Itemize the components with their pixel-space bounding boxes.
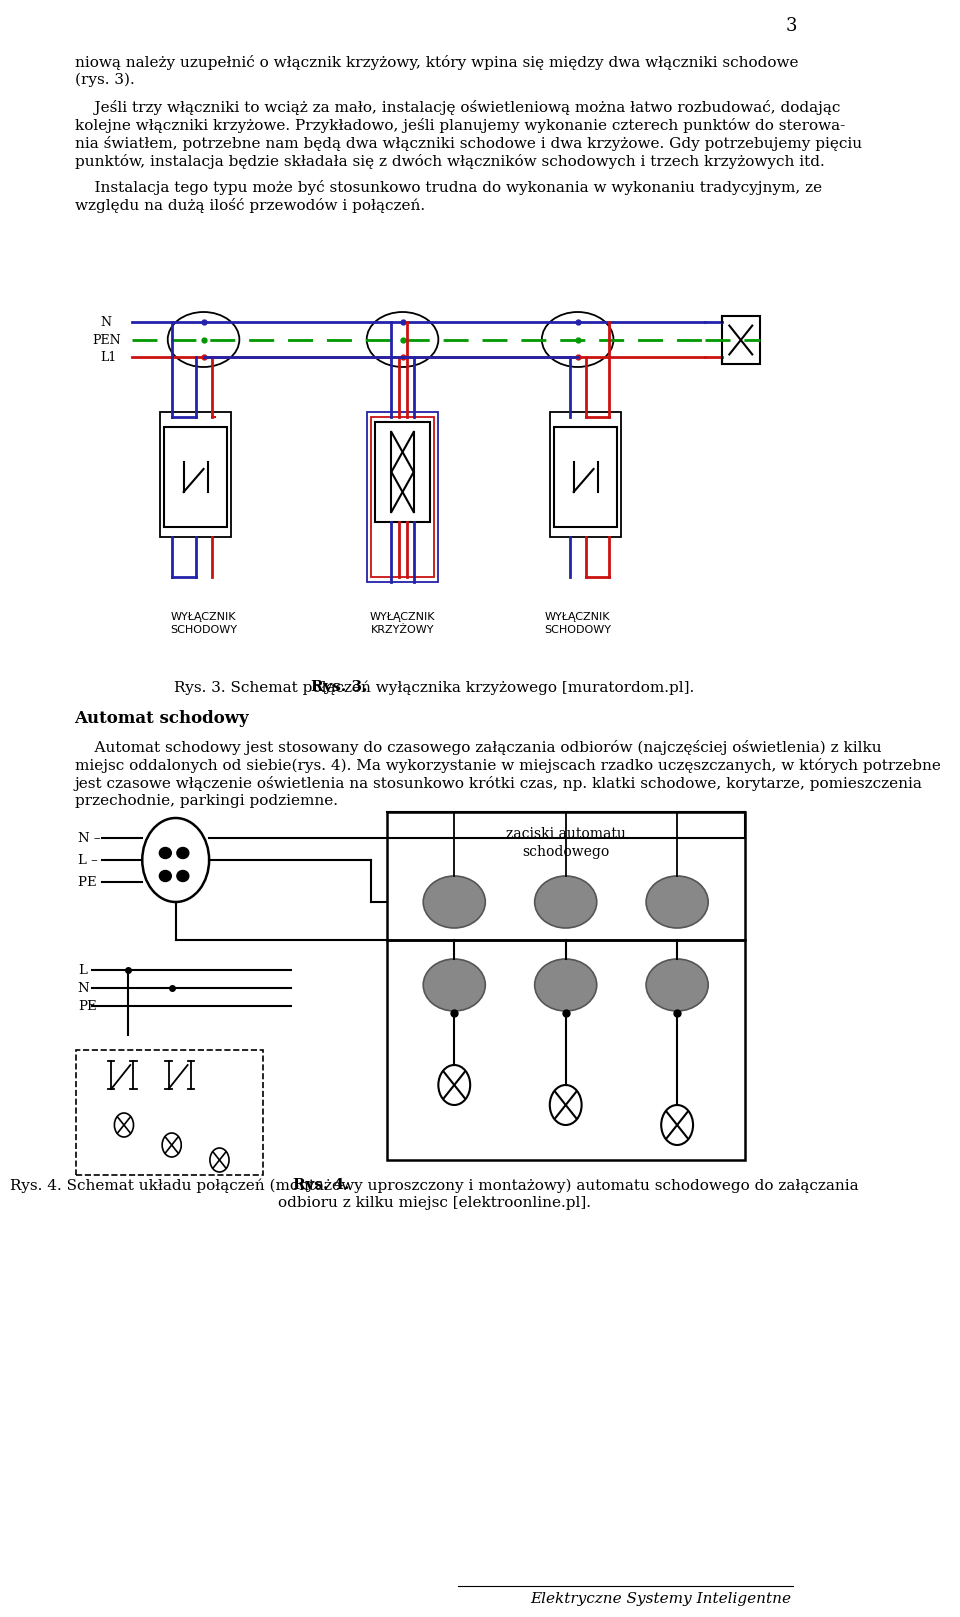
- Ellipse shape: [646, 959, 708, 1011]
- Text: schodowego: schodowego: [522, 846, 610, 859]
- Bar: [164, 427, 228, 527]
- Bar: [387, 939, 745, 1159]
- Text: N: N: [78, 982, 89, 994]
- Text: PEN: PEN: [92, 333, 121, 346]
- Ellipse shape: [535, 959, 597, 1011]
- Text: odbioru z kilku miejsc [elektroonline.pl].: odbioru z kilku miejsc [elektroonline.pl…: [277, 1197, 590, 1210]
- Text: PE: PE: [78, 999, 96, 1012]
- Text: niową należy uzupełnić o włącznik krzyżowy, który wpina się między dwa włączniki: niową należy uzupełnić o włącznik krzyżo…: [75, 55, 798, 70]
- Bar: [554, 427, 617, 527]
- Ellipse shape: [423, 959, 486, 1011]
- Bar: [722, 315, 760, 364]
- Text: WYŁĄCZNIK: WYŁĄCZNIK: [370, 611, 435, 623]
- Text: kolejne włączniki krzyżowe. Przykładowo, jeśli planujemy wykonanie czterech punk: kolejne włączniki krzyżowe. Przykładowo,…: [75, 118, 845, 133]
- Text: Rys. 4. Schemat układu połączeń (montażowy uproszczony i montażowy) automatu sch: Rys. 4. Schemat układu połączeń (montażo…: [10, 1179, 858, 1192]
- Text: KRZYŻOWY: KRZYŻOWY: [371, 626, 434, 635]
- Bar: [371, 417, 434, 577]
- Ellipse shape: [159, 847, 171, 859]
- Text: przechodnie, parkingi podziemne.: przechodnie, parkingi podziemne.: [75, 794, 338, 808]
- Text: Automat schodowy jest stosowany do czasowego załączania odbiorów (najczęściej oś: Automat schodowy jest stosowany do czaso…: [75, 741, 881, 755]
- Text: Rys. 4.: Rys. 4.: [293, 1179, 349, 1192]
- Bar: [387, 812, 745, 939]
- Ellipse shape: [535, 876, 597, 928]
- Text: zaciski automatu: zaciski automatu: [506, 826, 626, 841]
- Text: L –: L –: [78, 854, 98, 867]
- Text: SCHODOWY: SCHODOWY: [544, 626, 612, 635]
- Text: Automat schodowy: Automat schodowy: [75, 710, 250, 728]
- Ellipse shape: [423, 876, 486, 928]
- Text: miejsc oddalonych od siebie(rys. 4). Ma wykorzystanie w miejscach rzadko uczęszc: miejsc oddalonych od siebie(rys. 4). Ma …: [75, 758, 941, 773]
- Text: punktów, instalacja będzie składała się z dwóch włączników schodowych i trzech k: punktów, instalacja będzie składała się …: [75, 154, 825, 170]
- Bar: [159, 412, 231, 537]
- Bar: [550, 412, 621, 537]
- Text: N –: N –: [78, 831, 100, 844]
- Ellipse shape: [159, 870, 171, 881]
- Text: L: L: [78, 964, 86, 977]
- Bar: [374, 422, 430, 522]
- Text: względu na dużą ilość przewodów i połączeń.: względu na dużą ilość przewodów i połącz…: [75, 197, 424, 213]
- Text: 3: 3: [785, 18, 797, 36]
- Bar: [367, 412, 439, 582]
- Bar: [76, 1049, 263, 1176]
- Text: Rys. 3.: Rys. 3.: [311, 681, 368, 694]
- Text: Jeśli trzy włączniki to wciąż za mało, instalację oświetleniową można łatwo rozb: Jeśli trzy włączniki to wciąż za mało, i…: [75, 100, 840, 115]
- Text: nia światłem, potrzebne nam będą dwa włączniki schodowe i dwa krzyżowe. Gdy potr: nia światłem, potrzebne nam będą dwa włą…: [75, 136, 862, 150]
- Text: jest czasowe włączenie oświetlenia na stosunkowo krótki czas, np. klatki schodow: jest czasowe włączenie oświetlenia na st…: [75, 776, 923, 791]
- Ellipse shape: [177, 870, 189, 881]
- Text: WYŁĄCZNIK: WYŁĄCZNIK: [545, 611, 611, 623]
- Text: Instalacja tego typu może być stosunkowo trudna do wykonania w wykonaniu tradycy: Instalacja tego typu może być stosunkowo…: [75, 179, 822, 196]
- Text: N: N: [100, 315, 111, 328]
- Text: PE –: PE –: [78, 875, 108, 888]
- Ellipse shape: [177, 847, 189, 859]
- Text: (rys. 3).: (rys. 3).: [75, 73, 134, 87]
- Text: L1: L1: [100, 351, 116, 364]
- Text: Elektryczne Systemy Inteligentne: Elektryczne Systemy Inteligentne: [530, 1593, 791, 1606]
- Text: Rys. 3. Schemat połączeń wyłącznika krzyżowego [muratordom.pl].: Rys. 3. Schemat połączeń wyłącznika krzy…: [175, 681, 694, 694]
- Text: WYŁĄCZNIK: WYŁĄCZNIK: [171, 611, 236, 623]
- Ellipse shape: [646, 876, 708, 928]
- Text: SCHODOWY: SCHODOWY: [170, 626, 237, 635]
